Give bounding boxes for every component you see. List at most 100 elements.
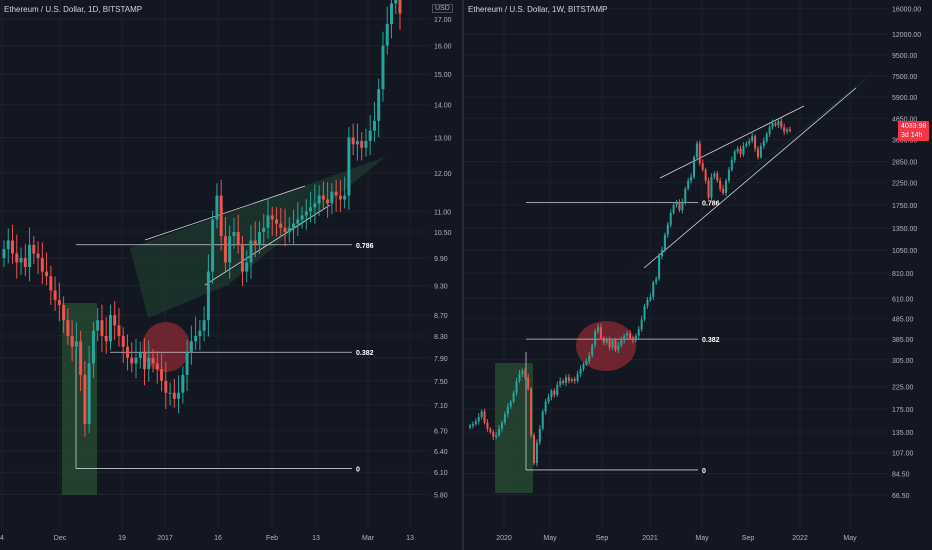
candle	[553, 390, 556, 395]
candle	[492, 432, 495, 437]
candle	[57, 300, 61, 306]
candle	[663, 234, 666, 251]
candle	[489, 428, 492, 433]
candle	[701, 163, 704, 170]
y-tick-label: 305.00	[892, 358, 914, 365]
left-chart-pane[interactable]: 0.786 0.382 0 17.00 16.00 15.00 14.00 13.00 12.0…	[0, 0, 462, 550]
candle	[215, 195, 219, 220]
candle	[640, 319, 643, 330]
candle	[774, 123, 777, 126]
candle	[11, 240, 15, 254]
fib-level-label: 0.786	[702, 200, 720, 207]
candle	[698, 143, 701, 164]
candle	[236, 231, 240, 245]
candle	[486, 422, 489, 429]
candle	[739, 148, 742, 155]
candle	[594, 331, 597, 346]
candle	[313, 203, 317, 208]
x-tick-label: May	[843, 535, 857, 542]
right-chart-pane[interactable]: 0.786 0.382 0 16000.00 12000.00 9500.00 7500.0…	[464, 0, 932, 550]
right-chart-title: Ethereum / U.S. Dollar, 1W, BITSTAMP	[468, 5, 608, 14]
candle	[279, 223, 283, 228]
candle	[28, 244, 32, 268]
candle	[19, 257, 23, 263]
candle	[202, 320, 206, 331]
candle	[249, 240, 253, 263]
candle	[713, 173, 716, 177]
candle	[143, 352, 147, 370]
candle	[125, 346, 129, 358]
candle	[765, 133, 768, 141]
candle	[617, 345, 620, 351]
candle	[692, 157, 696, 177]
candle	[678, 202, 681, 211]
candle	[351, 137, 355, 145]
candle	[287, 227, 291, 232]
x-tick-label: 2021	[642, 535, 658, 542]
candle	[727, 169, 730, 181]
candle	[535, 442, 538, 464]
candle	[377, 89, 381, 121]
candle	[783, 127, 786, 132]
candle	[736, 148, 739, 152]
wedge-trendline	[643, 87, 857, 269]
y-tick-label: 485.00	[892, 317, 914, 324]
x-tick-label: Feb	[266, 535, 278, 542]
candle	[49, 276, 53, 291]
candle	[544, 401, 547, 412]
x-tick-label: 2022	[792, 535, 808, 542]
candle	[722, 188, 725, 194]
weekly-chart[interactable]: 0.786 0.382 0 16000.00 12000.00 9500.00 7500.0…	[464, 0, 932, 550]
x-tick-label: 19	[118, 535, 126, 542]
candle	[530, 388, 533, 436]
candle	[62, 305, 66, 321]
y-tick-label: 6.10	[434, 470, 448, 477]
candle	[602, 337, 605, 343]
candle	[296, 219, 300, 224]
fib-level-label: 0	[356, 467, 360, 474]
candle	[79, 341, 83, 375]
candle	[91, 330, 95, 364]
y-tick-label: 5900.00	[892, 95, 917, 102]
candle	[506, 406, 509, 415]
candle	[742, 146, 745, 155]
y-tick-label: 7.50	[434, 379, 448, 386]
candle	[527, 377, 530, 389]
candle	[45, 271, 49, 277]
y-tick-label: 8.30	[434, 334, 448, 341]
candle	[483, 411, 486, 423]
candle	[304, 211, 308, 216]
y-tick-label: 1750.00	[892, 203, 917, 210]
daily-chart[interactable]: 0.786 0.382 0 17.00 16.00 15.00 14.00 13.00 12.0…	[0, 0, 462, 550]
candle	[2, 249, 6, 259]
candle	[355, 140, 359, 145]
y-tick-label: 3650.00	[892, 138, 917, 145]
candle	[134, 357, 138, 364]
candle	[748, 140, 751, 144]
rising-wedge	[624, 72, 874, 272]
candle	[675, 202, 678, 205]
last-price-value: 4033.98	[901, 122, 927, 130]
last-price-badge: 4033.98 3d 14h	[898, 120, 930, 141]
candle	[599, 327, 602, 338]
candle	[257, 231, 261, 245]
candle	[591, 345, 594, 356]
candle	[690, 176, 693, 181]
candle	[177, 392, 181, 399]
breakout-circle	[576, 321, 636, 371]
candle	[389, 3, 393, 25]
y-tick-label: 6.70	[434, 429, 448, 436]
candle	[194, 335, 198, 342]
fib-level-label: 0	[702, 468, 706, 475]
candle	[503, 414, 506, 423]
candle	[292, 223, 296, 228]
wedge-trendline	[144, 185, 306, 241]
candle	[338, 195, 342, 200]
y-tick-label: 5.80	[434, 492, 448, 499]
y-tick-label: 107.00	[892, 451, 914, 458]
candle	[300, 215, 304, 220]
candle	[628, 333, 632, 338]
candle	[83, 374, 87, 425]
pane-divider[interactable]	[462, 0, 464, 550]
candle	[117, 325, 121, 336]
